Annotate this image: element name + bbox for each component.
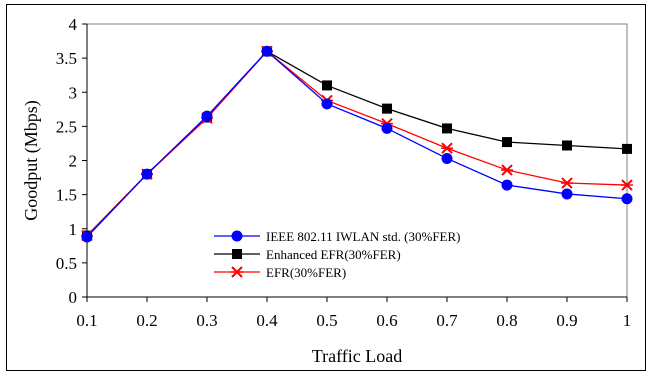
axes: 0 0.5 1 1.5 2 2.5 3 3.5 4 0.1 0.2 0.3 0.4 0.5 0.6 0.7 0.…: [56, 15, 632, 330]
x-tick-label: 0.1: [76, 311, 97, 330]
x-tick-label: 0.6: [376, 311, 397, 330]
data-point: [622, 143, 632, 154]
data-point: [81, 231, 93, 243]
x-tick-label: 0.5: [316, 311, 337, 330]
data-point: [562, 140, 572, 151]
data-point: [321, 98, 333, 110]
y-tick-label: 1: [69, 220, 78, 239]
data-point: [442, 123, 452, 134]
series-0: [81, 45, 633, 243]
data-point: [502, 137, 512, 148]
y-tick-label: 4: [69, 15, 78, 34]
data-point: [621, 179, 633, 191]
legend-marker: [231, 230, 243, 242]
data-point: [382, 103, 392, 114]
series-layer: [81, 45, 633, 243]
data-point: [561, 177, 573, 189]
data-point: [381, 122, 393, 134]
data-point: [201, 110, 213, 122]
legend: IEEE 802.11 IWLAN std. (30%FER) Enhanced …: [214, 229, 461, 280]
y-tick-label: 0: [69, 288, 78, 307]
x-tick-label: 0.3: [196, 311, 217, 330]
x-tick-label: 0.8: [496, 311, 517, 330]
y-tick-label: 0.5: [56, 254, 77, 273]
legend-label: Enhanced EFR(30%FER): [266, 247, 401, 262]
x-axis-title: Traffic Load: [312, 346, 402, 366]
x-tick-label: 0.2: [136, 311, 157, 330]
x-tick-label: 0.9: [556, 311, 577, 330]
data-point: [441, 142, 453, 154]
data-point: [141, 168, 153, 180]
data-point: [561, 188, 573, 200]
legend-label: IEEE 802.11 IWLAN std. (30%FER): [266, 229, 461, 244]
series-line: [86, 50, 628, 237]
y-tick-label: 3.5: [56, 49, 77, 68]
data-point: [501, 164, 513, 176]
data-point: [501, 179, 513, 191]
legend-label: EFR(30%FER): [266, 265, 346, 280]
x-tick-label: 0.4: [256, 311, 278, 330]
data-point: [261, 45, 273, 57]
x-tick-label: 1: [623, 311, 632, 330]
series-line: [86, 50, 628, 238]
legend-marker: [231, 266, 243, 278]
chart-frame: [6, 4, 646, 371]
y-tick-label: 2: [69, 152, 78, 171]
data-point: [621, 193, 633, 205]
legend-marker: [232, 249, 242, 259]
series-line: [86, 50, 628, 237]
data-point: [322, 80, 332, 91]
y-tick-label: 3: [69, 83, 78, 102]
y-tick-label: 1.5: [56, 186, 77, 205]
series-1: [82, 46, 632, 241]
data-point: [441, 152, 453, 164]
y-tick-label: 2.5: [56, 117, 77, 136]
series-2: [81, 45, 633, 242]
x-tick-label: 0.7: [436, 311, 458, 330]
y-axis-title: Goodput (Mbps): [21, 100, 42, 221]
